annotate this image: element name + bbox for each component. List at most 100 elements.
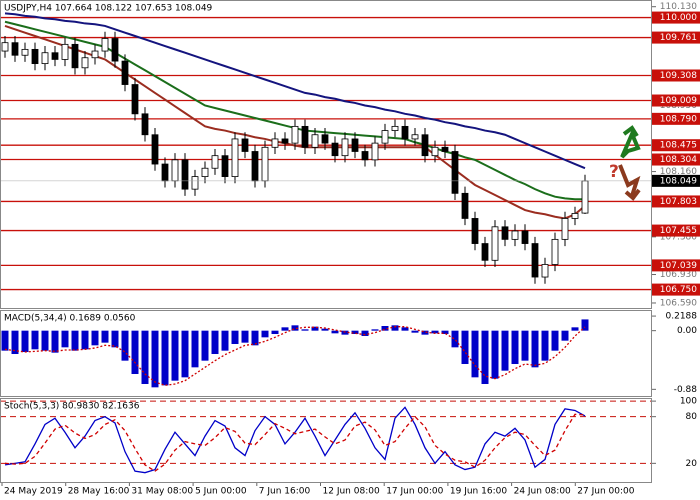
- macd-bar: [211, 330, 219, 354]
- macd-bar: [331, 330, 339, 334]
- macd-bar: [171, 330, 179, 381]
- y-tick-label: 106.930: [660, 270, 697, 280]
- candle-body: [281, 138, 289, 144]
- question-mark: ?: [609, 162, 619, 182]
- candle-body: [331, 142, 339, 157]
- level-label: 110.000: [660, 13, 697, 23]
- candle-body: [71, 43, 79, 69]
- candle-body: [41, 52, 49, 65]
- macd-bar: [441, 330, 449, 334]
- candle-body: [111, 38, 119, 62]
- level-label-box: [652, 153, 700, 166]
- candle-body: [341, 138, 349, 157]
- candle-body: [171, 159, 179, 182]
- macd-bar: [501, 330, 509, 371]
- candle-body: [151, 134, 159, 165]
- candle-body: [191, 176, 199, 190]
- macd-bar: [301, 329, 309, 331]
- macd-bar: [581, 319, 589, 331]
- y-tick-label: 20: [686, 459, 698, 469]
- candle-body: [271, 138, 279, 148]
- candle-body: [261, 146, 269, 182]
- macd-bar: [181, 330, 189, 378]
- macd-bar: [161, 330, 169, 386]
- candle-body: [141, 113, 149, 136]
- candle-body: [521, 230, 529, 244]
- candle-body: [451, 151, 459, 194]
- macd-bar: [101, 330, 109, 343]
- macd-bar: [251, 330, 259, 346]
- macd-bar: [261, 330, 269, 338]
- candle-body: [571, 213, 579, 219]
- candle-body: [241, 138, 249, 152]
- candle-body: [21, 48, 29, 56]
- candle-body: [311, 134, 319, 148]
- macd-bar: [481, 330, 489, 384]
- candle-body: [11, 42, 19, 56]
- level-label: 108.475: [660, 141, 697, 151]
- level-label-box: [652, 11, 700, 24]
- y-tick-label: 0.2188: [666, 312, 698, 322]
- macd-bar: [541, 330, 549, 361]
- indicator-line: [4, 326, 586, 386]
- macd-bar: [281, 327, 289, 331]
- level-label-box: [652, 69, 700, 82]
- candle-body: [551, 238, 559, 265]
- macd-bar: [151, 330, 159, 388]
- level-label-box: [652, 195, 700, 208]
- level-label: 109.009: [660, 96, 697, 106]
- macd-bar: [241, 330, 249, 343]
- macd-bar: [141, 330, 149, 384]
- level-label-box: [652, 283, 700, 296]
- macd-bar: [41, 330, 49, 351]
- time-label: 27 Jun 00:00: [577, 487, 634, 497]
- macd-bar: [421, 330, 429, 335]
- time-label: 17 Jun 00:00: [386, 487, 443, 497]
- level-label-box: [652, 112, 700, 125]
- y-tick-label: 108.160: [660, 167, 697, 177]
- candle-body: [291, 125, 299, 144]
- stoch-panel-border: [0, 398, 652, 483]
- macd-bar: [291, 325, 299, 331]
- panel-title: USDJPY,H4 107.664 108.122 107.653 108.04…: [4, 4, 213, 14]
- candle-body: [581, 180, 589, 214]
- macd-bar: [231, 330, 239, 344]
- level-label: 108.304: [660, 155, 697, 165]
- level-label: 109.308: [660, 71, 697, 81]
- macd-bar: [1, 330, 9, 351]
- macd-bar: [531, 330, 539, 368]
- time-label: 31 May 08:00: [131, 487, 193, 497]
- macd-bar: [31, 330, 39, 350]
- macd-bar: [451, 330, 459, 348]
- last-price-box: [652, 174, 700, 187]
- candle-body: [131, 84, 139, 115]
- macd-bar: [361, 330, 369, 336]
- level-label: 109.761: [660, 33, 697, 43]
- macd-bar: [351, 330, 359, 334]
- down-arrow: [618, 164, 641, 197]
- macd-bar: [521, 330, 529, 361]
- candle-body: [301, 125, 309, 148]
- macd-bar: [121, 330, 129, 361]
- up-arrow-head: [622, 125, 639, 138]
- forecast-arrows: ?: [609, 125, 641, 201]
- macd-bar: [11, 330, 19, 354]
- macd-bar: [381, 326, 389, 331]
- candle-body: [231, 138, 239, 177]
- macd-bar: [51, 330, 59, 353]
- candle-body: [61, 43, 69, 60]
- macd-bar: [191, 330, 199, 368]
- macd-bar: [91, 330, 99, 346]
- candle-body: [501, 226, 509, 240]
- time-label: 28 May 16:00: [68, 487, 130, 497]
- candle-body: [531, 243, 539, 278]
- candle-body: [31, 48, 39, 65]
- y-tick-label: 110.130: [660, 2, 697, 12]
- level-label-box: [652, 31, 700, 44]
- candle-body: [101, 38, 109, 52]
- macd-bar: [571, 327, 579, 331]
- macd-bar: [431, 330, 439, 334]
- candle-body: [221, 155, 229, 177]
